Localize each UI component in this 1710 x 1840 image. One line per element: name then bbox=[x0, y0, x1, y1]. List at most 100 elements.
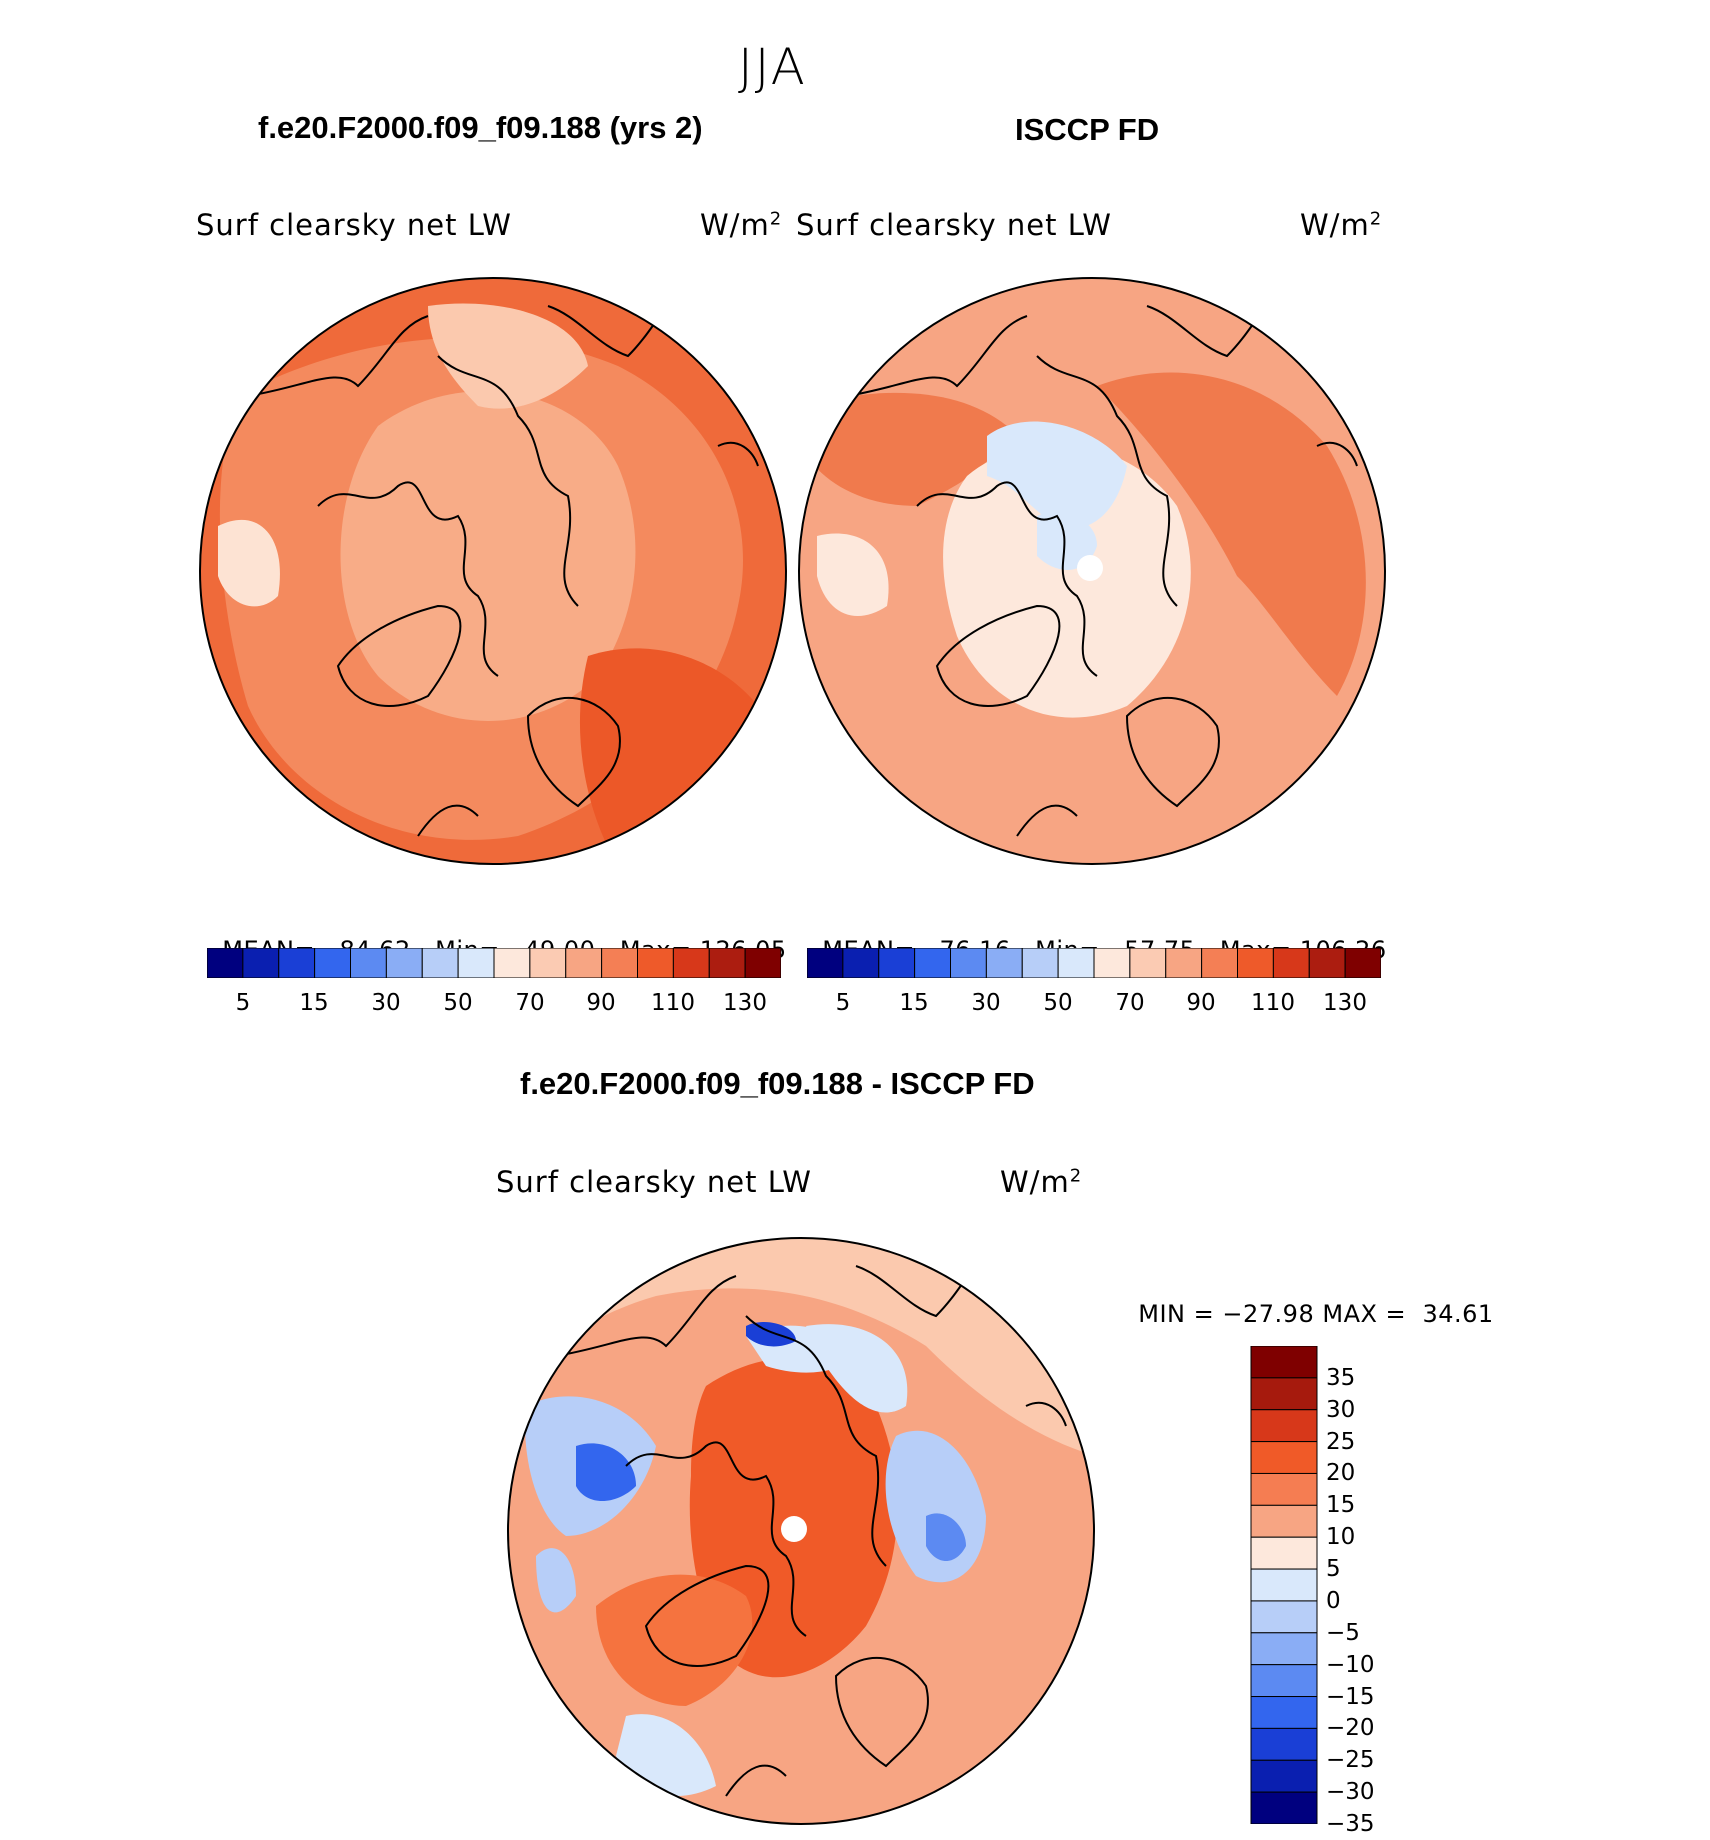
map-fill-blue-east-core bbox=[926, 1513, 966, 1561]
tick-label: 15 bbox=[899, 990, 929, 1016]
colorbar-swatch bbox=[1250, 1727, 1318, 1761]
map-fill-blue-southwest bbox=[536, 1548, 576, 1613]
colorbar-swatch bbox=[1250, 1759, 1318, 1793]
colorbar-swatch bbox=[1250, 1409, 1318, 1443]
colorbar-ticks-diff: 35 30 25 20 15 10 5 0 −5 −10 −15 −20 −25 −30 −35 bbox=[1326, 1346, 1406, 1837]
colorbar-swatch bbox=[1057, 948, 1095, 978]
colorbar-swatch bbox=[1250, 1536, 1318, 1570]
colorbar-swatch bbox=[1250, 1632, 1318, 1666]
units-label-obs: W/m2 bbox=[1300, 208, 1382, 242]
tick-label: 10 bbox=[1326, 1524, 1356, 1551]
tick-label: 30 bbox=[1326, 1396, 1356, 1423]
colorbar-swatch bbox=[529, 948, 567, 978]
map-border bbox=[199, 277, 787, 865]
min-value: −27.98 bbox=[1222, 1300, 1315, 1328]
colorbar-swatch bbox=[1344, 948, 1381, 978]
map-border bbox=[798, 277, 1386, 865]
colorbar-diff bbox=[1250, 1346, 1318, 1824]
colorbar-swatch bbox=[350, 948, 387, 978]
colorbar-ticks-obs: 5 15 30 50 70 90 110 130 bbox=[807, 990, 1381, 1020]
max-label: MAX = bbox=[1322, 1300, 1407, 1328]
tick-label: −10 bbox=[1326, 1651, 1375, 1678]
pole-hole bbox=[781, 1516, 807, 1542]
map-fill-blue-west-core bbox=[576, 1443, 636, 1501]
colorbar-swatch bbox=[950, 948, 987, 978]
tick-label: 110 bbox=[1251, 990, 1295, 1016]
pole-hole bbox=[1077, 555, 1103, 581]
colorbar-swatch bbox=[278, 948, 316, 978]
colorbar-swatch bbox=[1250, 1568, 1318, 1602]
colorbar-swatch bbox=[1201, 948, 1238, 978]
tick-label: −30 bbox=[1326, 1779, 1375, 1806]
units-superscript: 2 bbox=[1369, 208, 1383, 230]
colorbar-swatch bbox=[1250, 1664, 1318, 1698]
map-fill-pale-tongue bbox=[428, 303, 588, 409]
colorbar-swatch bbox=[1272, 948, 1310, 978]
colorbar-swatch bbox=[708, 948, 746, 978]
colorbar-model bbox=[207, 948, 781, 978]
map-fill-west-strong bbox=[807, 392, 1007, 506]
units-label-model: W/m2 bbox=[700, 208, 782, 242]
field-label-model: Surf clearsky net LW bbox=[196, 208, 512, 242]
map-fill-blue-north-core bbox=[746, 1321, 796, 1347]
colorbar-swatch bbox=[842, 948, 880, 978]
colorbar-swatch bbox=[1250, 1504, 1318, 1538]
tick-label: 20 bbox=[1326, 1460, 1356, 1487]
min-label: MIN = bbox=[1138, 1300, 1215, 1328]
tick-label: 50 bbox=[1043, 990, 1073, 1016]
tick-label: −25 bbox=[1326, 1747, 1375, 1774]
tick-label: −5 bbox=[1326, 1619, 1360, 1646]
colorbar-swatch bbox=[1250, 1791, 1318, 1824]
tick-label: 0 bbox=[1326, 1587, 1341, 1614]
season-title: JJA bbox=[738, 38, 807, 96]
tick-label: 110 bbox=[651, 990, 695, 1016]
tick-label: 130 bbox=[1323, 990, 1367, 1016]
tick-label: 30 bbox=[371, 990, 401, 1016]
map-fill-blue-center bbox=[1037, 512, 1097, 570]
tick-label: −35 bbox=[1326, 1811, 1375, 1837]
map-border bbox=[507, 1237, 1095, 1825]
tick-label: 25 bbox=[1326, 1428, 1356, 1455]
colorbar-swatch bbox=[1250, 1377, 1318, 1411]
colorbar-swatch bbox=[421, 948, 459, 978]
colorbar-swatch bbox=[1250, 1472, 1318, 1506]
units-superscript: 2 bbox=[769, 208, 783, 230]
colorbar-swatch bbox=[878, 948, 916, 978]
colorbar-swatch bbox=[1250, 1441, 1318, 1474]
colorbar-swatch bbox=[385, 948, 423, 978]
tick-label: 5 bbox=[235, 990, 251, 1016]
map-fill-greenland-strong bbox=[596, 1574, 753, 1706]
tick-label: 50 bbox=[443, 990, 473, 1016]
colorbar-swatch bbox=[672, 948, 710, 978]
units-superscript: 2 bbox=[1069, 1165, 1083, 1187]
colorbar-swatch bbox=[914, 948, 951, 978]
polar-map-diff bbox=[507, 1237, 1095, 1825]
tick-label: 130 bbox=[723, 990, 767, 1016]
colorbar-swatch bbox=[1250, 1600, 1318, 1634]
minmax-line-diff: MIN = −27.98 MAX = 34.61 bbox=[1122, 1272, 1494, 1328]
max-value: 34.61 bbox=[1422, 1300, 1494, 1328]
colorbar-swatch bbox=[1021, 948, 1059, 978]
tick-label: 90 bbox=[586, 990, 616, 1016]
tick-label: 35 bbox=[1326, 1364, 1356, 1391]
tick-label: 30 bbox=[971, 990, 1001, 1016]
colorbar-swatch bbox=[457, 948, 495, 978]
units-text: W/m bbox=[1300, 208, 1370, 242]
colorbar-swatch bbox=[601, 948, 638, 978]
map-fill-east-strong bbox=[1097, 372, 1366, 696]
colorbar-obs bbox=[807, 948, 1381, 978]
map-fill-bottom-strong bbox=[579, 648, 758, 864]
colorbar-swatch bbox=[242, 948, 280, 978]
map-fill-outer-pale bbox=[508, 1238, 1094, 1456]
tick-label: 5 bbox=[1326, 1556, 1341, 1583]
polar-map-obs bbox=[798, 277, 1386, 865]
tick-label: 90 bbox=[1186, 990, 1216, 1016]
colorbar-swatch bbox=[985, 948, 1023, 978]
colorbar-swatch bbox=[1093, 948, 1131, 978]
tick-label: 15 bbox=[1326, 1492, 1356, 1519]
colorbar-swatch bbox=[1237, 948, 1274, 978]
panel-title-diff: f.e20.F2000.f09_f09.188 - ISCCP FD bbox=[520, 1066, 1035, 1101]
coastlines bbox=[247, 305, 759, 837]
tick-label: 5 bbox=[835, 990, 851, 1016]
map-fill-west-pale bbox=[817, 533, 889, 616]
